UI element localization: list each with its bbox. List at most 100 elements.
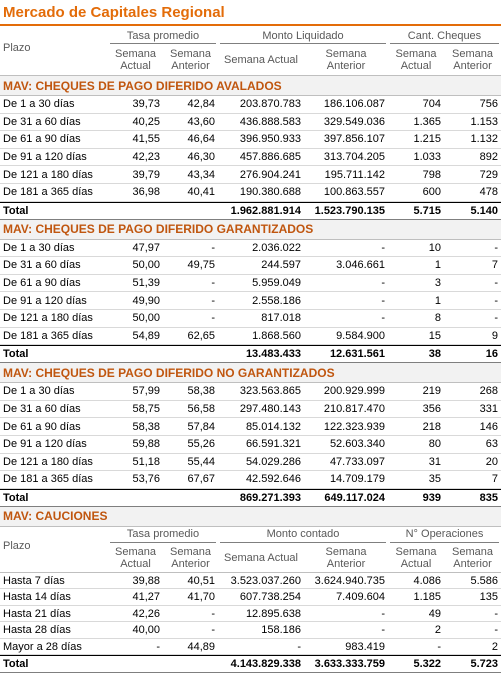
cell: 58,38 [163,383,218,401]
cell: 817.018 [218,310,304,328]
cell: 43,34 [163,166,218,184]
cell: 4.086 [388,573,444,590]
cell: 704 [388,96,444,114]
cell: 1.153 [444,114,501,132]
cell: 268 [444,383,501,401]
cell: 41,27 [108,589,163,606]
cell: 41,70 [163,589,218,606]
cell: 40,51 [163,573,218,590]
cell: - [444,622,501,639]
total-cell: Total [3,491,29,504]
total-cell: 1.962.881.914 [230,204,301,217]
cell: - [444,292,501,310]
cell: 756 [444,96,501,114]
cell: - [163,292,218,310]
total-cell: 13.483.433 [245,348,301,361]
cell: 59,88 [108,436,163,454]
cell: 46,30 [163,149,218,167]
cell: 1.215 [388,131,444,149]
cell: Hasta 21 días [0,606,108,623]
cell: - [444,310,501,328]
total-cell: 5.723 [470,658,498,671]
cell: 55,26 [163,436,218,454]
sub-header: Semana Anterior [325,545,367,570]
plazo-header: Plazo [3,539,31,552]
cell: 47,97 [108,240,163,258]
cell: 1.365 [388,114,444,132]
cell: 63 [444,436,501,454]
cell: 7.409.604 [304,589,388,606]
cell: - [304,606,388,623]
cell: 457.886.685 [218,149,304,167]
sub-header: Semana Actual [395,48,437,72]
cell: 478 [444,184,501,202]
cell: De 181 a 365 días [0,184,108,202]
cell: 8 [388,310,444,328]
cell: 203.870.783 [218,96,304,114]
sub-header: Semana Anterior [452,48,493,72]
cell: De 181 a 365 días [0,328,108,346]
cell: 798 [388,166,444,184]
sub-header: Semana Anterior [325,48,367,72]
cell: 39,79 [108,166,163,184]
cell: 49,90 [108,292,163,310]
cell: 49 [388,606,444,623]
cell: - [304,240,388,258]
cell: 9 [444,328,501,346]
cell: De 61 a 90 días [0,131,108,149]
cell: 57,84 [163,418,218,436]
total-cell: 16 [485,348,498,361]
total-cell: 5.715 [413,204,441,217]
cell: 2.558.186 [218,292,304,310]
cell: 20 [444,454,501,472]
cell: 396.950.933 [218,131,304,149]
cell: 607.738.254 [218,589,304,606]
cell: De 121 a 180 días [0,454,108,472]
cell: De 91 a 120 días [0,292,108,310]
cell: 56,58 [163,401,218,419]
cell: 1 [388,257,444,275]
group-header: N° Operaciones [390,527,499,543]
cell: De 31 a 60 días [0,114,108,132]
cell: 85.014.132 [218,418,304,436]
total-cell: 12.631.561 [329,348,385,361]
cell: 122.323.939 [304,418,388,436]
cell: Hasta 28 días [0,622,108,639]
cell: 43,60 [163,114,218,132]
cell: De 61 a 90 días [0,275,108,293]
cell: 397.856.107 [304,131,388,149]
total-cell: 649.117.024 [324,491,385,504]
total-cell: 38 [428,348,441,361]
cell: - [444,606,501,623]
cell: 100.863.557 [304,184,388,202]
cell: 1.185 [388,589,444,606]
cell: 51,39 [108,275,163,293]
cell: 47.733.097 [304,454,388,472]
total-cell: Total [3,658,29,671]
cell: 244.597 [218,257,304,275]
cell: 41,55 [108,131,163,149]
sub-header: Semana Anterior [452,545,493,570]
cell: De 31 a 60 días [0,257,108,275]
cell: 1.033 [388,149,444,167]
header-rule [0,75,501,76]
sub-header: Semana Actual [224,54,298,66]
total-row [0,655,501,674]
cell: De 91 a 120 días [0,149,108,167]
cell: De 121 a 180 días [0,310,108,328]
cell: De 1 a 30 días [0,383,108,401]
cell: - [163,622,218,639]
cell: 46,64 [163,131,218,149]
total-cell: 5.322 [413,658,441,671]
cell: 1 [388,292,444,310]
section-title: MAV: CHEQUES DE PAGO DIFERIDO AVALADOS [0,76,501,96]
cell: 5.586 [444,573,501,590]
plazo-header: Plazo [3,42,31,54]
cell: 2 [444,639,501,656]
total-cell: 4.143.829.338 [230,658,301,671]
cell: - [218,639,304,656]
group-header: Cant. Cheques [390,28,499,44]
cell: De 61 a 90 días [0,418,108,436]
cell: - [163,606,218,623]
title: Mercado de Capitales Regional [0,0,501,26]
